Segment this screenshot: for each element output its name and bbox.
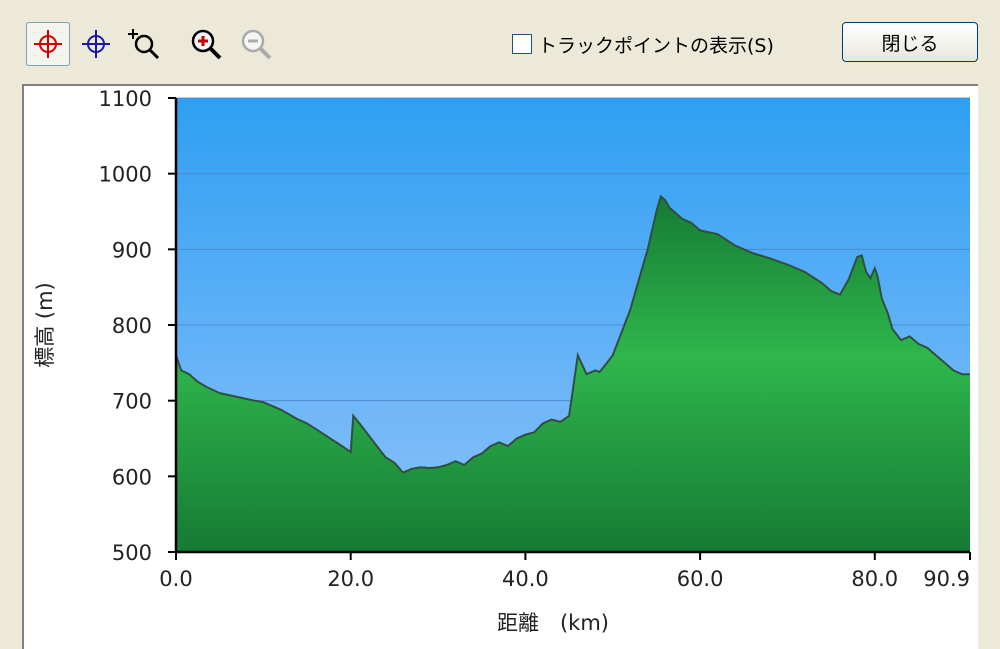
y-tick-label: 1000 <box>99 163 152 187</box>
close-button[interactable]: 閉じる <box>842 22 978 62</box>
y-tick-label: 500 <box>112 541 152 565</box>
y-axis-label: 標高 (m) <box>33 282 57 368</box>
zoom-out-icon <box>241 29 272 60</box>
trackpoint-toggle[interactable]: トラックポイントの表示(S) <box>512 32 774 57</box>
blue-crosshair-button[interactable] <box>74 22 118 66</box>
y-tick-label: 800 <box>112 314 152 338</box>
red-crosshair-button[interactable] <box>26 22 70 66</box>
y-axis-ticks: 500 600 700 800 900 1000 1100 <box>99 87 176 565</box>
elevation-chart[interactable]: 500 600 700 800 900 1000 1100 0.0 20.0 40.0 60.0 8… <box>24 86 978 649</box>
x-axis-ticks: 0.0 20.0 40.0 60.0 80.0 90.9 <box>159 552 971 591</box>
x-tick-label: 20.0 <box>327 567 374 591</box>
blue-crosshair-icon <box>82 30 110 58</box>
x-tick-label: 40.0 <box>502 567 549 591</box>
red-crosshair-icon <box>34 30 62 58</box>
y-tick-label: 700 <box>112 390 152 414</box>
x-tick-label: 90.9 <box>923 567 970 591</box>
x-axis-label: 距離 (km) <box>497 611 609 635</box>
y-tick-label: 900 <box>112 238 152 262</box>
x-tick-label: 60.0 <box>677 567 724 591</box>
elevation-area <box>176 196 970 552</box>
trackpoint-checkbox[interactable] <box>512 34 532 54</box>
x-tick-label: 80.0 <box>851 567 898 591</box>
elevation-line <box>175 194 970 474</box>
y-tick-label: 600 <box>112 465 152 489</box>
trackpoint-label: トラックポイントの表示(S) <box>538 34 774 57</box>
zoom-box-button[interactable] <box>122 22 166 66</box>
zoom-box-icon <box>128 29 160 60</box>
y-tick-label: 1100 <box>99 87 152 111</box>
toolbar: トラックポイントの表示(S) 閉じる <box>0 0 1000 80</box>
x-tick-label: 0.0 <box>159 567 192 591</box>
zoom-in-icon <box>191 29 222 60</box>
zoom-out-button[interactable] <box>234 22 278 66</box>
chart-panel: 500 600 700 800 900 1000 1100 0.0 20.0 40.0 60.0 8… <box>22 84 978 649</box>
zoom-in-button[interactable] <box>184 22 228 66</box>
